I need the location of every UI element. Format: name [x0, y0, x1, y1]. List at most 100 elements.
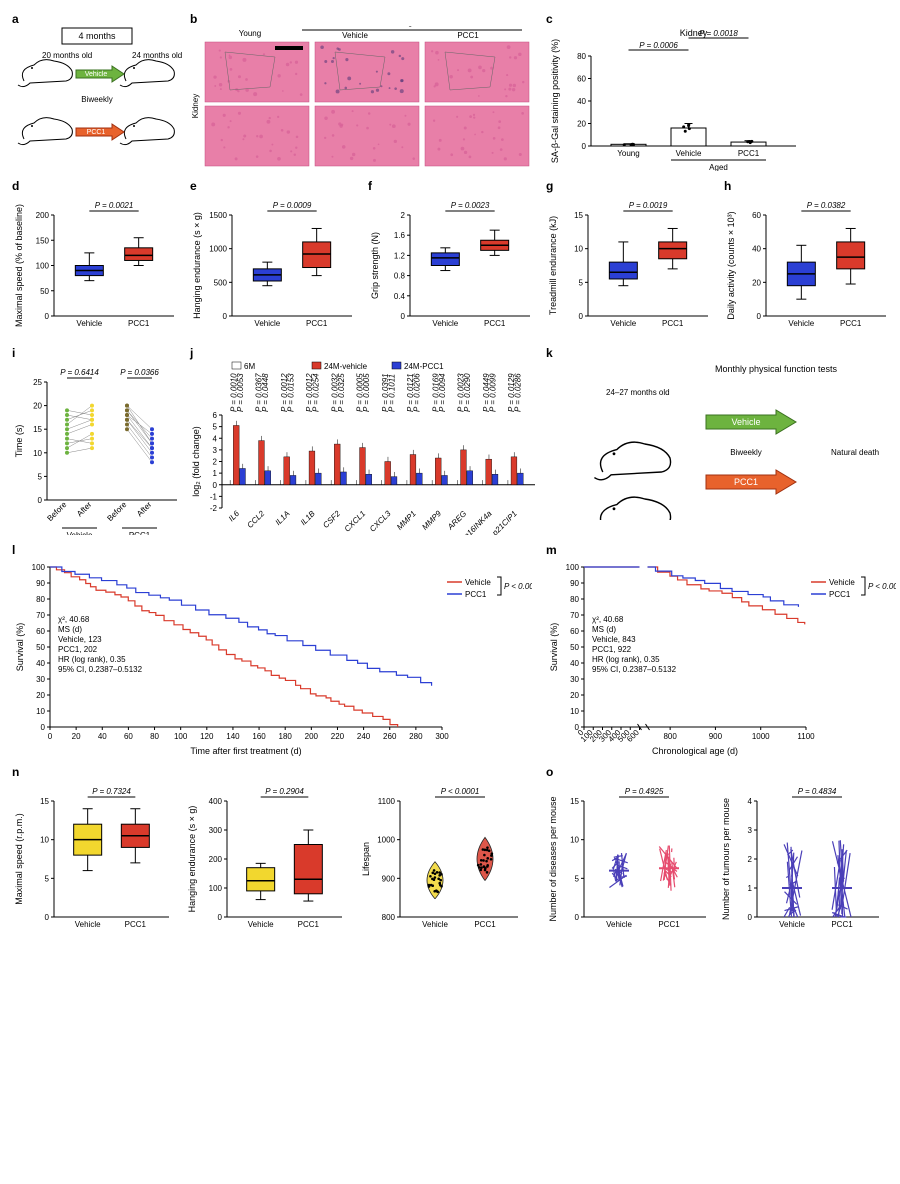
panel-b: b Young Aged Vehicle PCC1 Kidney: [190, 12, 538, 171]
svg-text:40: 40: [577, 97, 586, 106]
svg-text:Before: Before: [105, 500, 128, 523]
svg-text:PCC1: PCC1: [306, 319, 328, 328]
svg-text:30: 30: [36, 675, 45, 684]
boxplot-f: 00.40.81.21.62Grip strength (N)VehiclePC…: [368, 193, 538, 338]
svg-text:-2: -2: [210, 504, 218, 513]
svg-text:15: 15: [33, 425, 42, 434]
svg-text:Treadmill endurance (kJ): Treadmill endurance (kJ): [548, 216, 558, 315]
svg-text:χ², 40.68: χ², 40.68: [592, 615, 624, 624]
svg-text:24 months old: 24 months old: [132, 51, 182, 60]
svg-text:P = 0.0053: P = 0.0053: [236, 373, 245, 412]
boxplot-n0: 051015Maximal speed (r.p.m.)VehiclePCC1P…: [12, 779, 177, 939]
svg-text:24M-PCC1: 24M-PCC1: [404, 362, 444, 371]
svg-text:Kidney: Kidney: [191, 94, 200, 118]
svg-text:PCC1: PCC1: [457, 31, 479, 40]
svg-text:2: 2: [213, 458, 218, 467]
svg-text:40: 40: [36, 659, 45, 668]
svg-text:Maximal speed (r.p.m.): Maximal speed (r.p.m.): [14, 813, 24, 905]
svg-text:PCC1: PCC1: [474, 920, 496, 929]
svg-text:0: 0: [45, 312, 50, 321]
svg-text:P = 0.0019: P = 0.0019: [629, 201, 668, 210]
svg-text:PCC1, 202: PCC1, 202: [58, 645, 98, 654]
scatter-o0: 051015Number of diseases per mouseVehicl…: [546, 779, 711, 939]
panel-d: d050100150200Maximal speed (% of baselin…: [12, 179, 182, 338]
svg-text:log₂ (fold change): log₂ (fold change): [191, 426, 201, 497]
svg-text:Young: Young: [239, 29, 261, 38]
svg-text:P = 0.0018: P = 0.0018: [699, 29, 738, 38]
svg-text:5: 5: [579, 278, 584, 287]
svg-text:6: 6: [213, 411, 218, 420]
svg-text:P < 0.0001: P < 0.0001: [441, 787, 480, 796]
svg-text:Vehicle: Vehicle: [432, 319, 458, 328]
svg-text:PCC1: PCC1: [129, 531, 151, 535]
svg-text:15: 15: [570, 797, 579, 806]
svg-text:Vehicle, 843: Vehicle, 843: [592, 635, 636, 644]
svg-text:P = 0.0448: P = 0.0448: [261, 373, 270, 412]
boxplot-e: 050010001500Hanging endurance (s × g)Veh…: [190, 193, 360, 338]
panel-o: o 051015Number of diseases per mouseVehi…: [546, 765, 894, 939]
svg-text:Vehicle: Vehicle: [779, 920, 805, 929]
svg-text:Aged: Aged: [403, 26, 422, 27]
svg-text:PCC1: PCC1: [738, 149, 760, 158]
svg-text:0: 0: [213, 481, 218, 490]
svg-text:2: 2: [401, 211, 406, 220]
svg-text:Biweekly: Biweekly: [81, 95, 113, 104]
svg-text:10: 10: [36, 707, 45, 716]
svg-text:60: 60: [36, 627, 45, 636]
svg-text:4 months: 4 months: [78, 31, 116, 41]
svg-text:20 months old: 20 months old: [42, 51, 92, 60]
svg-text:70: 70: [36, 611, 45, 620]
svg-text:Hanging endurance (s × g): Hanging endurance (s × g): [187, 806, 197, 913]
svg-text:P = 0.6414: P = 0.6414: [60, 368, 99, 377]
svg-text:Vehicle: Vehicle: [248, 920, 274, 929]
svg-text:After: After: [135, 500, 154, 519]
svg-text:4: 4: [213, 434, 218, 443]
svg-text:p21CIP1: p21CIP1: [490, 509, 519, 535]
svg-text:5: 5: [38, 472, 43, 481]
panel-a: a 4 months 20 months old 24 months old V…: [12, 12, 182, 171]
svg-text:800: 800: [382, 913, 396, 922]
svg-text:20: 20: [752, 278, 761, 287]
svg-text:10: 10: [570, 707, 579, 716]
svg-text:Vehicle: Vehicle: [829, 578, 855, 587]
svg-text:80: 80: [36, 595, 45, 604]
svg-text:Vehicle: Vehicle: [788, 319, 814, 328]
svg-text:P = 0.7324: P = 0.7324: [92, 787, 131, 796]
svg-text:P = 0.0005: P = 0.0005: [362, 373, 371, 412]
svg-text:300: 300: [209, 826, 223, 835]
svg-text:100: 100: [36, 262, 50, 271]
svg-text:1: 1: [748, 884, 753, 893]
svg-text:Time (s): Time (s): [14, 425, 24, 458]
panel-j: j-2-10123456log₂ (fold change)6M24M-vehi…: [190, 346, 538, 535]
svg-text:600: 600: [625, 728, 641, 744]
svg-text:MS (d): MS (d): [58, 625, 82, 634]
svg-text:PCC1: PCC1: [298, 920, 320, 929]
svg-text:HR (log rank), 0.35: HR (log rank), 0.35: [592, 655, 660, 664]
svg-text:Chronological age (d): Chronological age (d): [652, 746, 738, 756]
svg-text:140: 140: [226, 732, 240, 741]
panel-l: l0102030405060708090100Survival (%)Time …: [12, 543, 538, 757]
figure-grid: a 4 months 20 months old 24 months old V…: [12, 12, 888, 939]
schematic-k: Monthly physical function tests 24–27 mo…: [546, 360, 896, 520]
svg-text:PCC1: PCC1: [831, 920, 853, 929]
svg-text:80: 80: [577, 52, 586, 61]
svg-text:AREG: AREG: [445, 509, 468, 532]
survival-m: 0102030405060708090100Survival (%)Chrono…: [546, 557, 896, 757]
svg-text:60: 60: [752, 211, 761, 220]
svg-text:0: 0: [579, 312, 584, 321]
svg-text:PCC1: PCC1: [658, 920, 680, 929]
svg-text:Vehicle, 123: Vehicle, 123: [58, 635, 102, 644]
svg-text:P = 0.0021: P = 0.0021: [95, 201, 134, 210]
svg-text:40: 40: [752, 245, 761, 254]
svg-text:PCC1: PCC1: [465, 590, 487, 599]
svg-text:Vehicle: Vehicle: [342, 31, 368, 40]
svg-text:P = 0.0094: P = 0.0094: [438, 373, 447, 412]
svg-text:500: 500: [214, 278, 228, 287]
svg-text:50: 50: [36, 643, 45, 652]
panel-n: n 051015Maximal speed (r.p.m.)VehiclePCC…: [12, 765, 538, 939]
svg-text:6M: 6M: [244, 362, 255, 371]
svg-text:95% CI, 0.2387–0.5132: 95% CI, 0.2387–0.5132: [592, 665, 677, 674]
svg-text:0: 0: [401, 312, 406, 321]
schematic-a: 4 months 20 months old 24 months old Veh…: [12, 26, 182, 171]
svg-text:1.6: 1.6: [394, 231, 406, 240]
